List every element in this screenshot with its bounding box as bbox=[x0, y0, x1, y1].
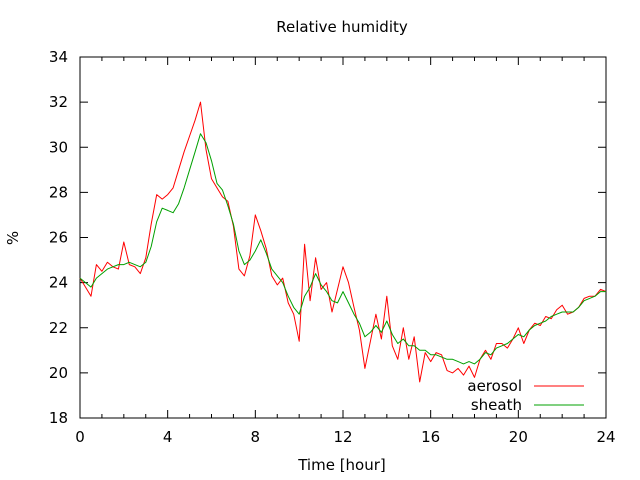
series-line-sheath bbox=[79, 133, 606, 365]
y-tick-label: 18 bbox=[49, 409, 68, 427]
x-axis-label: Time [hour] bbox=[297, 456, 386, 474]
plot-area bbox=[79, 56, 607, 419]
x-tick-label: 8 bbox=[251, 428, 261, 446]
x-tick-label: 16 bbox=[421, 428, 440, 446]
x-tick-label: 12 bbox=[333, 428, 352, 446]
x-tick-label: 20 bbox=[509, 428, 528, 446]
series-line-aerosol bbox=[79, 101, 607, 383]
legend-label-aerosol: aerosol bbox=[467, 377, 522, 395]
plot-border bbox=[79, 56, 607, 419]
x-tick-label: 0 bbox=[75, 428, 85, 446]
x-tick-label: 4 bbox=[163, 428, 173, 446]
y-tick-label: 34 bbox=[49, 48, 68, 66]
y-tick-label: 30 bbox=[49, 138, 68, 156]
y-tick-label: 26 bbox=[49, 229, 68, 247]
axis-ticks bbox=[79, 56, 607, 419]
chart-title: Relative humidity bbox=[276, 18, 408, 36]
y-tick-label: 32 bbox=[49, 93, 68, 111]
x-tick-label: 24 bbox=[596, 428, 615, 446]
y-axis-label: % bbox=[4, 231, 22, 245]
series-lines bbox=[79, 101, 607, 383]
y-tick-label: 20 bbox=[49, 364, 68, 382]
y-tick-label: 24 bbox=[49, 274, 68, 292]
legend-label-sheath: sheath bbox=[471, 396, 522, 414]
axis-tick-labels: 0 4 8 12 16 20 24 18 20 22 24 26 28 30 32 34 bbox=[49, 48, 616, 446]
y-tick-label: 22 bbox=[49, 319, 68, 337]
y-tick-label: 28 bbox=[49, 183, 68, 201]
